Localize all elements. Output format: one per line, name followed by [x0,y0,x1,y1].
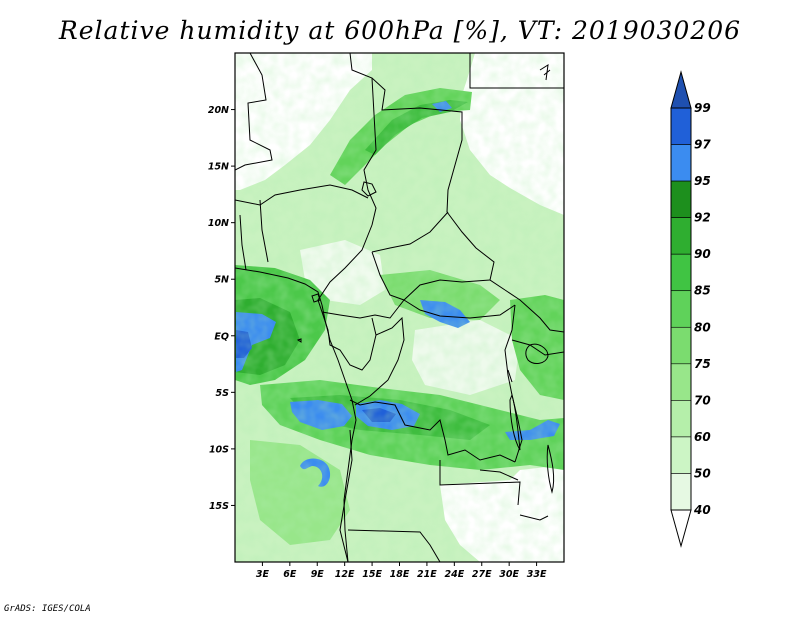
border-angola-south [339,429,353,562]
colorbar-segment [670,473,692,511]
field-texture [235,53,564,562]
lake-chad [361,181,377,197]
colorbar-min-arrow [670,509,692,548]
lake-malawi [546,444,555,494]
x-tick-label: 18E [390,569,410,580]
y-tick-label: 15S [209,501,229,512]
colorbar-label: 50 [694,466,711,480]
y-axis: 20N 15N 10N 5N EQ 5S 10S 15S [208,105,235,512]
y-tick-label: 5N [214,275,229,286]
border-namibia-botswana [347,529,441,562]
x-tick-label: 9E [311,569,325,580]
border-libya-chad [349,53,463,213]
y-tick-label: EQ [214,331,229,342]
border-congo-drc [354,316,405,406]
x-axis: 3E 6E 9E 12E 15E 18E 21E 24E 27E 30E 33E [256,562,547,580]
x-tick-label: 3E [256,569,270,580]
colorbar-segment [670,217,692,255]
y-tick-label: 15N [208,162,229,173]
colorbar: 40 50 60 70 75 80 85 90 92 95 97 99 [670,70,711,548]
colorbar-max-arrow [670,70,692,109]
y-tick-label: 20N [208,105,229,116]
colorbar-segment [670,253,692,292]
border-benin-togo [239,199,269,271]
x-tick-label: 15E [362,569,382,580]
lake-tanganyika [509,393,521,451]
colorbar-segment [670,400,692,438]
colorbar-label: 95 [694,174,711,188]
colorbar-label: 40 [693,503,711,517]
lake-victoria [525,343,549,364]
colorbar-label: 85 [694,284,711,298]
colorbar-label: 99 [694,101,711,115]
country-borders [235,53,564,562]
border-angola-drc [349,399,516,463]
colorbar-label: 92 [694,211,711,225]
y-tick-label: 5S [216,388,230,399]
y-tick-label: 10S [209,444,229,455]
bioko-island [311,293,321,303]
border-east-africa [504,289,564,356]
colorbar-segment [670,144,692,182]
colorbar-segment [670,290,692,328]
colorbar-label: 90 [694,247,711,261]
x-tick-label: 6E [283,569,297,580]
border-car-south [403,299,516,319]
zambia-mozambique [479,469,549,521]
colorbar-label: 60 [694,430,711,444]
border-car-north [371,211,491,301]
colorbar-segment [670,363,692,401]
x-tick-label: 30E [499,569,519,580]
coastline-gulf [321,304,357,562]
border-egypt-sudan [469,53,564,89]
sao-tome-island [296,338,302,343]
border-chad-sudan [446,211,506,291]
x-tick-label: 24E [444,569,464,580]
grads-credit: GrADS: IGES/COLA [4,604,91,614]
colorbar-segment [670,107,692,145]
border-niger-chad-west [235,53,273,171]
border-cameroon-south [321,299,405,319]
border-niger-chad [363,77,377,226]
x-tick-label: 27E [472,569,492,580]
colorbar-label: 75 [694,357,711,371]
colorbar-label: 97 [694,138,711,152]
colorbar-segment [670,436,692,474]
colorbar-segment [670,180,692,218]
y-tick-label: 10N [208,218,229,229]
sinai-coast [539,64,551,81]
humidity-field [235,53,564,562]
colorbar-outline [670,107,692,511]
border-nigeria-cameroon [317,224,373,313]
colorbar-label: 70 [694,393,711,407]
x-tick-label: 12E [335,569,355,580]
colorbar-segment [670,326,692,365]
map-title: Relative humidity at 600hPa [%], VT: 201… [58,16,742,45]
colorbar-label: 80 [694,320,711,334]
x-tick-label: 21E [417,569,437,580]
lake-kivu [507,369,513,383]
coastline-west-africa [235,267,323,306]
x-tick-label: 33E [527,569,547,580]
border-zambia-angola [439,460,521,506]
border-drc-east [504,304,523,463]
